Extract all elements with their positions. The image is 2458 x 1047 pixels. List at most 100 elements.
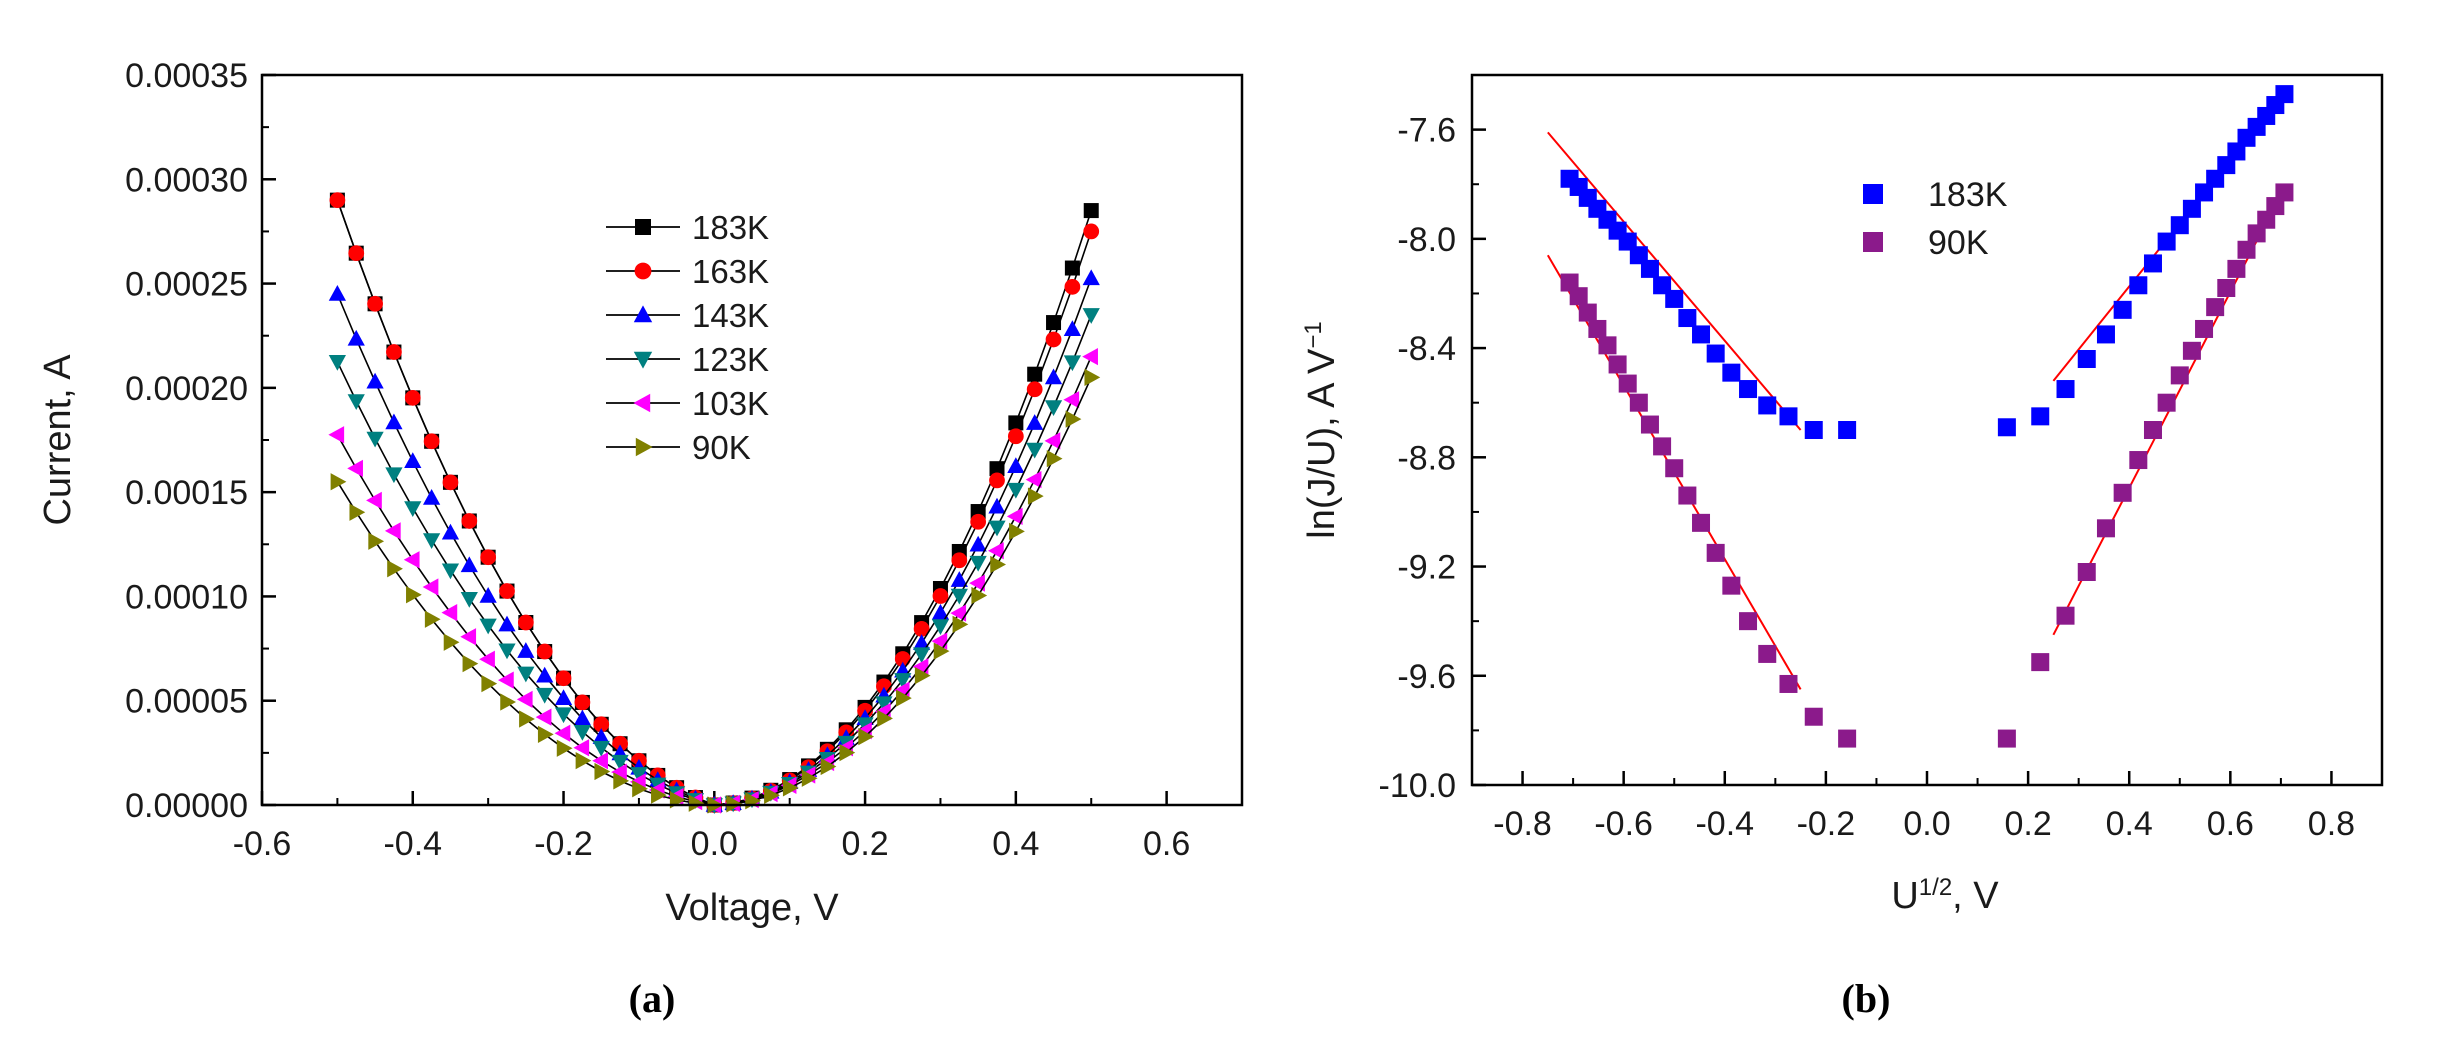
data-point-90K	[2257, 210, 2276, 229]
data-point-103K	[328, 426, 345, 444]
data-point-143K	[988, 497, 1006, 514]
data-point-123K	[517, 666, 535, 683]
data-point-123K	[460, 592, 478, 608]
panel-a-y-tick-label: 0.00025	[125, 266, 248, 304]
data-point-90K	[688, 794, 705, 812]
data-point-90K	[877, 709, 893, 728]
data-point-123K	[536, 687, 554, 704]
data-point-103K	[479, 650, 495, 668]
data-point-103K	[611, 763, 627, 781]
panel-a-caption: (a)	[629, 976, 676, 1021]
legend-label: 90K	[692, 429, 751, 466]
panel-b-x-tick-label: -0.2	[1797, 805, 1856, 843]
legend-marker-163K	[634, 262, 652, 280]
data-point-90K	[2237, 240, 2256, 259]
data-point-90K	[990, 555, 1006, 574]
data-point-90K	[2077, 563, 2096, 581]
legend-entry-183K: 183K	[1863, 176, 2008, 214]
data-point-90K	[443, 633, 460, 651]
data-point-90K	[575, 752, 592, 770]
panel-a-x-tick-label: 0.6	[1143, 825, 1190, 863]
data-point-123K	[592, 740, 610, 757]
data-point-143K	[404, 452, 422, 469]
data-point-90K	[1608, 355, 1627, 374]
series-90K	[1560, 183, 2294, 748]
data-point-123K	[498, 643, 516, 660]
legend-entry-90K: 90K	[1863, 224, 1989, 262]
panel-b-series	[1560, 85, 2294, 748]
data-point-143K	[1007, 457, 1025, 474]
data-point-143K	[1044, 368, 1063, 385]
data-point-123K	[1063, 355, 1082, 372]
data-point-123K	[630, 767, 648, 783]
data-point-90K	[387, 560, 403, 578]
data-point-103K	[1063, 391, 1080, 409]
data-point-163K	[1064, 278, 1081, 295]
data-point-183K	[2182, 199, 2201, 218]
data-point-90K	[349, 503, 366, 521]
legend-label: 183K	[1928, 176, 2008, 214]
data-point-183K	[1997, 418, 2016, 437]
panel-b-y-tick-label: -9.6	[1397, 658, 1456, 696]
data-point-103K	[931, 632, 948, 650]
data-point-163K	[517, 614, 534, 631]
data-point-183K	[2275, 85, 2294, 104]
series-123K	[328, 308, 1100, 814]
data-point-103K	[1006, 507, 1023, 525]
data-point-90K	[651, 786, 667, 804]
data-point-90K	[933, 642, 950, 660]
panel-a-x-tick-label: -0.2	[534, 825, 593, 863]
panel-a-y-axis-label: Current, A	[37, 354, 79, 526]
data-point-103K	[384, 522, 401, 540]
data-point-103K	[969, 574, 985, 592]
data-point-90K	[801, 769, 818, 787]
data-point-163K	[1007, 428, 1024, 445]
panel-b-x-tick-label: 0.8	[2308, 805, 2355, 843]
data-point-90K	[556, 739, 573, 757]
data-point-123K	[479, 618, 497, 635]
panel-b-x-tick-label: 0.6	[2207, 805, 2254, 843]
data-point-163K	[1083, 223, 1100, 240]
data-point-90K	[2206, 298, 2225, 317]
panel-b-x-axis-label-sup: 1/2	[1919, 874, 1952, 901]
data-point-103K	[1044, 432, 1061, 450]
panel-b-y-axis-label-sup: −1	[1300, 321, 1327, 348]
data-point-90K	[1997, 729, 2016, 748]
data-point-183K	[1083, 203, 1099, 219]
data-point-90K	[2129, 451, 2148, 470]
data-point-90K	[424, 610, 441, 628]
data-point-90K	[1706, 543, 1725, 562]
data-point-163K	[555, 670, 572, 687]
data-point-123K	[573, 724, 592, 741]
panel-b-fit-lines	[1546, 90, 2287, 690]
panel-b-y-tick-label: -10.0	[1379, 767, 1457, 805]
data-point-163K	[329, 192, 346, 209]
data-point-90K	[2031, 653, 2050, 672]
data-point-183K	[1838, 421, 1857, 439]
panel-a-x-tick-label: 0.0	[691, 825, 738, 863]
data-point-90K	[368, 532, 385, 550]
data-point-163K	[951, 552, 968, 569]
legend-label: 163K	[692, 253, 769, 290]
panel-b-x-tick-label: 0.4	[2106, 805, 2153, 843]
data-point-143K	[498, 615, 516, 632]
data-point-143K	[479, 587, 497, 603]
data-point-163K	[913, 621, 930, 637]
panel-b-tick-labels: -0.8 -0.6 -0.4 -0.2 0.0 0.2 0.4 0.6 0.8 -7.6 -8.0 -…	[1379, 112, 2356, 843]
panel-a: -0.6 -0.4 -0.2 0.0 0.2 0.4 0.6 0.00000 0.00005 0.…	[37, 57, 1244, 1021]
data-point-163K	[536, 643, 553, 660]
panel-b-x-axis-label-unit: , V	[1952, 875, 1999, 917]
panel-b-y-axis-label: ln(J/U), A V−1	[1300, 321, 1344, 538]
series-line-183K	[336, 199, 1092, 806]
data-point-103K	[441, 604, 458, 622]
series-line-163K	[336, 199, 1092, 806]
data-point-103K	[347, 459, 363, 478]
data-point-183K	[2206, 169, 2225, 188]
data-point-90K	[2227, 259, 2246, 278]
panel-a-y-tick-label: 0.00000	[125, 787, 248, 825]
panel-b-plot-frame	[1470, 73, 2384, 787]
panel-a-y-tick-label: 0.00020	[125, 370, 248, 408]
data-point-143K	[1082, 269, 1100, 286]
panel-b: -0.8 -0.6 -0.4 -0.2 0.0 0.2 0.4 0.6 0.8 -7.6 -8.0 -…	[1300, 73, 2384, 1021]
legend-entry-123K: 123K	[606, 341, 769, 378]
